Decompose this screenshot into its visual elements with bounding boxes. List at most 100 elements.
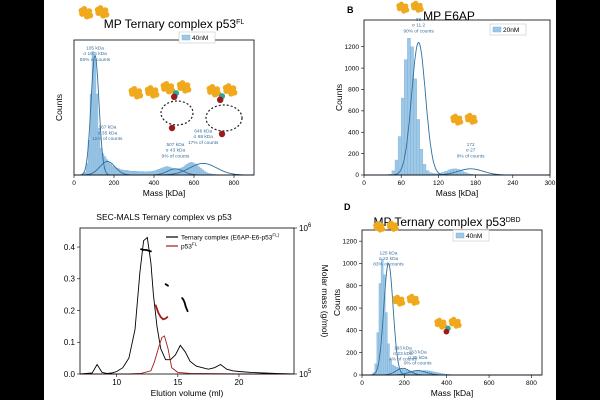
peak-label-line: 9% of counts [404,360,432,366]
histogram-bar [143,171,147,176]
plot-frame [361,229,543,376]
protein-blob [406,293,420,306]
y-tick-label: 200 [348,151,359,158]
histogram-bar [459,170,464,176]
peak-label-line: σ 27 [466,148,476,154]
histogram-bar [413,78,417,176]
y-tick-label: 800 [346,283,357,290]
molar-mass-segment [164,283,169,287]
histogram-bar [129,170,133,176]
peak-label-line: 193 kDa [394,345,412,351]
figure-canvas: 0 200 400 600 800 Mass [kDa] Counts MP Ternary … [54,0,556,398]
x-tick-label: 10 [112,378,121,387]
molar-mass-segment [154,304,169,321]
histogram-bar [422,164,427,176]
x-axis-label: Mass [kDa] [143,188,186,198]
x-tick-label: 180 [470,180,481,187]
histogram-bar [93,59,97,176]
legend-sup: FL) [272,233,279,238]
protein-lobe [87,12,94,19]
protein-blob [144,85,160,99]
protein-lobe [410,2,416,8]
y2-tick-exp: 5 [308,369,312,375]
protein-lobe [153,91,160,98]
y-tick-label: 0.0 [64,370,76,379]
y-axis-label: Counts [54,94,64,121]
panel-title: SEC-MALS Ternary complex vs p53 [96,212,232,222]
histogram-bar [121,169,125,176]
title-text: MP Ternary complex p53 [373,215,506,229]
protein-lobe [456,322,462,328]
panel-letter: D [344,202,351,212]
y-tick-label: 600 [348,108,359,115]
histogram-bar [407,38,411,176]
linker-loop [160,100,194,126]
protein-lobe [396,3,402,9]
histogram-bar [131,170,135,176]
peak-label-line: 90% of counts [403,28,434,34]
protein-blob [373,221,386,233]
left-margin-bar [0,0,44,400]
peak-label-line: 105 kDa [86,46,104,52]
secmals-panel: SEC-MALS Ternary complex vs p53 10 15 20 0.0… [64,212,330,398]
protein-lobe [78,7,85,14]
peak-label-line: 11% of counts [92,136,123,142]
protein-p53 [218,130,226,138]
x-tick-label: 600 [189,180,200,187]
x-axis-label: Mass [kDa] [436,188,479,198]
legend-swatch [492,26,502,33]
x-tick-label: 60 [398,180,406,187]
legend-text: p53 [181,244,192,251]
peak-label-line: 172 [467,142,475,148]
histogram-bar [99,147,103,176]
y-tick-label: 0.1 [64,338,76,347]
protein-blob [78,6,94,20]
x-tick-label: 0 [362,180,366,187]
protein-p53 [443,328,450,335]
y-tick-label: 1000 [345,65,360,72]
x-tick-label: 15 [173,378,182,387]
plot-frame [73,39,255,176]
title-text: MP Ternary complex p53 [104,17,237,31]
protein-p53 [216,96,224,104]
x-tick-label: 800 [526,380,537,387]
peak-label-line: σ 22 kDa [379,256,399,262]
y-axis-label: Counts [332,289,342,316]
protein-blob [94,5,110,19]
protein-lobe [472,118,478,124]
right-margin-bar [556,0,600,400]
histogram-panel-A: 0 200 400 600 800 Mass [kDa] Counts MP Ternary … [54,5,255,198]
histogram-bar [163,166,167,176]
title-superscript: FL [236,19,244,26]
histogram-bar [191,162,195,176]
peak-label-line: σ 35 kDa [98,130,118,136]
y-tick-label: 0.2 [64,306,76,315]
protein-blob [450,113,464,126]
histogram-panel-B: 0 60 120 180 240 300 0 200 400 600 800 1000 1200 Mass… [334,0,556,198]
legend-label: 40nM [466,233,482,240]
plot-frame [363,19,551,176]
histogram-bar [393,365,397,376]
molar-mass-segment [140,248,152,253]
protein-lobe [373,222,379,228]
y-tick-label: 0.4 [64,243,76,252]
protein-lobe [464,114,470,120]
title-text: MP E6AP [423,9,475,23]
histogram-bar [450,168,455,176]
legend-label: Ternary complex (E6AP-E6-p53FL) [181,233,280,242]
histogram-bar [199,168,203,176]
protein-lobe [450,115,456,121]
y-tick-label: 1000 [343,261,358,268]
protein-lobe [231,89,238,96]
protein-lobe [393,226,399,231]
legend-box [178,31,216,44]
y-tick-label: 400 [348,129,359,136]
x-tick-label: 200 [399,380,410,387]
legend-swatch [455,232,465,239]
protein-blob [160,81,176,95]
protein-lobe [458,119,464,125]
legend-box [452,229,490,242]
protein-lobe [386,221,392,227]
x-tick-label: 400 [149,180,160,187]
